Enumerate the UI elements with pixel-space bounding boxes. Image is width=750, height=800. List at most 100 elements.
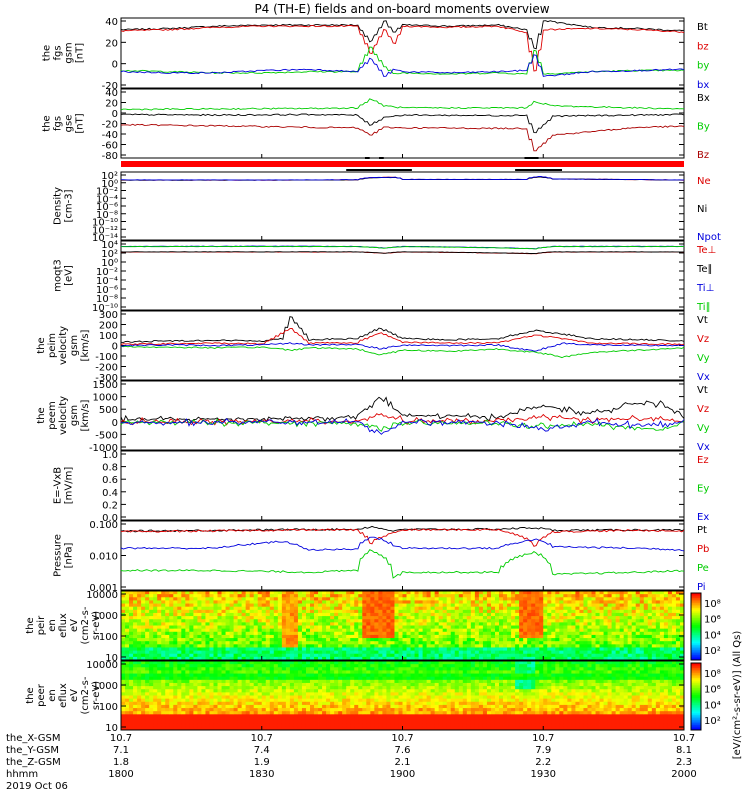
spectrogram-cell: [591, 597, 596, 601]
spectrogram-cell: [486, 597, 492, 601]
spectrogram-cell: [450, 597, 456, 601]
spectrogram-cell: [249, 619, 255, 623]
spectrogram-cell: [374, 667, 379, 671]
spectrogram-cell: [382, 628, 387, 633]
spectrogram-cell: [289, 625, 295, 630]
spectrogram-cell: [362, 704, 367, 709]
spectrogram-cell: [611, 638, 617, 642]
spectrogram-cell: [631, 612, 637, 617]
spectrogram-cell: [478, 634, 484, 639]
spectrogram-cell: [229, 661, 234, 665]
spectrogram-cell: [422, 650, 428, 655]
spectrogram-cell: [285, 711, 291, 715]
spectrogram-cell: [322, 650, 327, 655]
spectrogram-cell: [330, 650, 335, 655]
spectrogram-cell: [245, 714, 251, 718]
spectrogram-cell: [233, 695, 239, 700]
spectrogram-cell: [531, 641, 536, 645]
spectrogram-cell: [185, 631, 190, 636]
spectrogram-cell: [289, 726, 295, 731]
spectrogram-cell: [358, 609, 363, 614]
spectrogram-cell: [567, 600, 572, 604]
spectrogram-cell: [285, 609, 291, 614]
spectrogram-cell: [338, 723, 343, 728]
spectrogram-cell: [285, 686, 291, 690]
spectrogram-cell: [185, 622, 190, 626]
spectrogram-cell: [647, 603, 653, 608]
spectrogram-cell: [410, 600, 415, 604]
spectrogram-cell: [394, 664, 399, 668]
spectrogram-cell: [330, 597, 335, 601]
spectrogram-cell: [571, 612, 576, 617]
spectrogram-cell: [583, 612, 588, 617]
spectrogram-cell: [539, 656, 544, 661]
spectrogram-cell: [245, 606, 251, 611]
spectrogram-cell: [671, 644, 677, 648]
spectrogram-cell: [322, 667, 327, 671]
spectrogram-cell: [310, 701, 315, 706]
spectrogram-cell: [378, 603, 383, 608]
spectrogram-cell: [394, 616, 399, 620]
spectrogram-cell: [490, 638, 496, 642]
spectrogram-cell: [454, 625, 460, 630]
spectrogram-cell: [442, 650, 448, 655]
spectrogram-cell: [314, 603, 319, 608]
spectrogram-cell: [350, 704, 355, 709]
spectrogram-cell: [289, 653, 295, 658]
spectrogram-cell: [555, 656, 560, 661]
spectrogram-cell: [519, 625, 524, 630]
spectrogram-cell: [619, 656, 625, 661]
spectrogram-cell: [193, 616, 198, 620]
spectrogram-cell: [273, 631, 279, 636]
spectrogram-cell: [430, 603, 436, 608]
spectrogram-cell: [358, 686, 363, 690]
spectrogram-cell: [334, 628, 339, 633]
spectrogram-cell: [129, 667, 134, 671]
spectrogram-cell: [253, 714, 259, 718]
spectrogram-cell: [229, 616, 234, 620]
spectrogram-cell: [382, 673, 387, 678]
spectrogram-cell: [233, 679, 239, 684]
spectrogram-cell: [177, 711, 182, 715]
spectrogram-cell: [149, 622, 154, 626]
panel-ylabel: E=-VxB [mV/m]: [53, 467, 75, 505]
spectrogram-cell: [515, 634, 520, 639]
spectrogram-cell: [241, 619, 247, 623]
spectrogram-cell: [225, 634, 230, 639]
spectrogram-cell: [169, 689, 174, 693]
spectrogram-cell: [334, 650, 339, 655]
spectrogram-cell: [659, 644, 665, 648]
spectrogram-cell: [675, 644, 681, 648]
spectrogram-cell: [157, 723, 162, 728]
spectrogram-cell: [430, 656, 436, 661]
spectrogram-cell: [149, 594, 154, 598]
spectrogram-cell: [305, 717, 311, 721]
spectrogram-cell: [185, 695, 190, 700]
spectrogram-cell: [679, 634, 685, 639]
spectrogram-cell: [619, 628, 625, 633]
spectrogram-cell: [205, 726, 210, 731]
spectrogram-cell: [133, 625, 138, 630]
spectrogram-cell: [486, 606, 492, 611]
spectrogram-cell: [305, 679, 311, 684]
spectrogram-cell: [559, 600, 564, 604]
spectrogram-cell: [293, 695, 299, 700]
spectrogram-cell: [197, 670, 202, 674]
spectrogram-cell: [507, 622, 512, 626]
spectrogram-cell: [201, 634, 206, 639]
spectrogram-cell: [507, 641, 512, 645]
spectrogram-cell: [273, 670, 279, 674]
spectrogram-cell: [342, 647, 347, 651]
spectrogram-cell: [185, 616, 190, 620]
spectrogram-cell: [551, 641, 556, 645]
spectrogram-cell: [277, 625, 283, 630]
spectrogram-cell: [281, 695, 287, 700]
spectrogram-cell: [141, 723, 146, 728]
spectrogram-cell: [322, 708, 327, 712]
spectrogram-cell: [478, 656, 484, 661]
spectrogram-cell: [643, 644, 649, 648]
spectrogram-cell: [499, 591, 504, 595]
spectrogram-cell: [237, 720, 243, 725]
spectrogram-cell: [293, 650, 299, 655]
spectrogram-cell: [386, 638, 391, 642]
